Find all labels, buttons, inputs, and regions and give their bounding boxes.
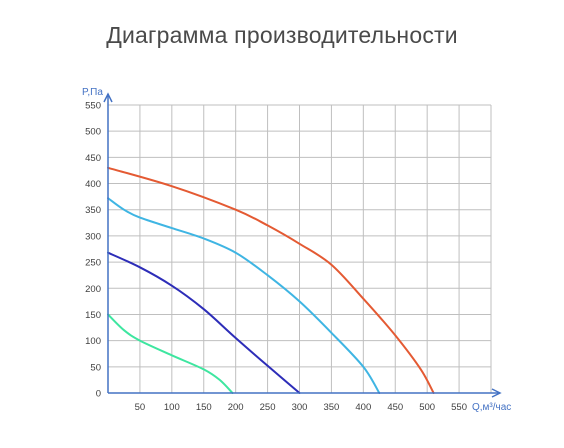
series-line-3	[107, 251, 301, 394]
x-axis-label: Q,м³/час	[472, 402, 511, 413]
y-tick-label: 300	[85, 231, 101, 242]
y-tick-label: 550	[85, 101, 101, 112]
x-tick-label: 150	[196, 402, 212, 413]
y-axis-label: P,Па	[82, 87, 103, 98]
y-tick-label: 100	[85, 336, 101, 347]
y-tick-label: 0	[96, 389, 101, 400]
x-tick-label: 250	[260, 402, 276, 413]
y-tick-label: 200	[85, 284, 101, 295]
series-line-2	[107, 197, 381, 394]
label-layer: 0 50 100 150 200 250 300 350 400 450 500 550 50 100 15…	[82, 87, 511, 413]
x-tick-label: 500	[419, 402, 435, 413]
page-title: Диаграмма производительности	[106, 22, 458, 48]
x-tick-label: 400	[355, 402, 371, 413]
grid-layer	[108, 104, 492, 393]
x-axis-arrow-icon	[491, 388, 502, 398]
y-axis-arrow-icon	[103, 92, 113, 103]
series-line-4	[107, 313, 234, 394]
y-tick-label: 350	[85, 205, 101, 216]
y-tick-label: 500	[85, 127, 101, 138]
x-tick-label: 450	[387, 402, 403, 413]
x-tick-label: 50	[135, 402, 146, 413]
x-tick-label: 100	[164, 402, 180, 413]
x-tick-label: 350	[323, 402, 339, 413]
series-line-1	[107, 166, 435, 394]
y-tick-label: 250	[85, 258, 101, 269]
y-tick-label: 450	[85, 153, 101, 164]
series-layer	[107, 166, 435, 394]
x-tick-label: 550	[451, 402, 467, 413]
y-tick-label: 50	[90, 362, 101, 373]
x-tick-label: 200	[228, 402, 244, 413]
y-tick-label: 400	[85, 179, 101, 190]
axis-layer	[103, 92, 502, 398]
x-tick-label: 300	[292, 402, 308, 413]
y-tick-label: 150	[85, 310, 101, 321]
